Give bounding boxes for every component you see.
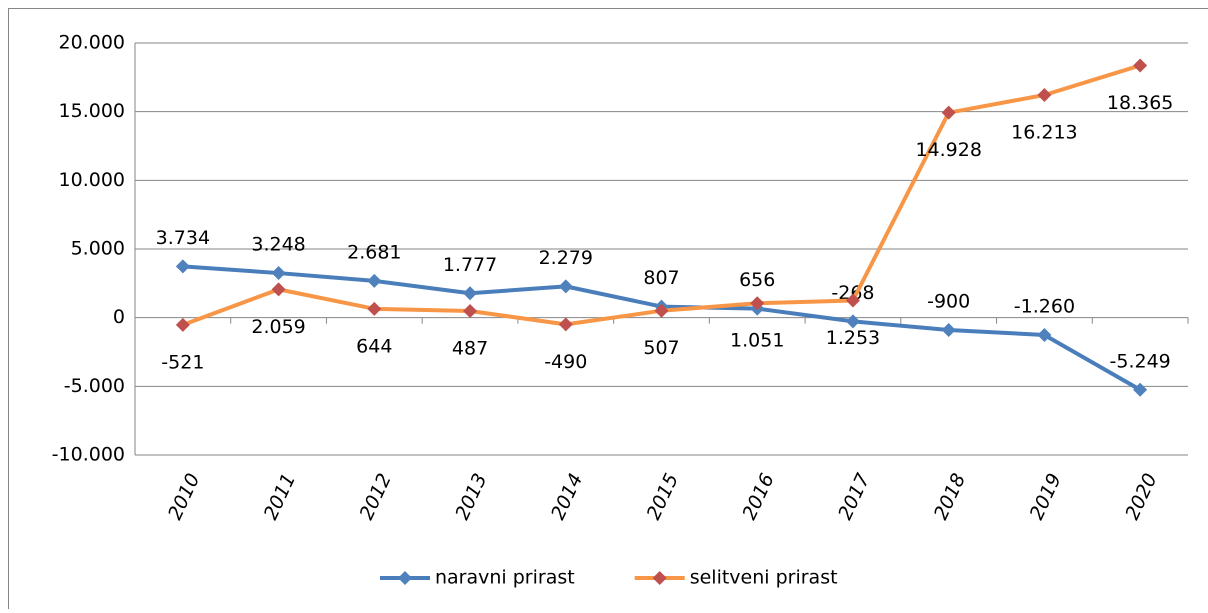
data-label: 3.248 [251, 234, 305, 256]
data-label: -1.260 [1014, 295, 1075, 317]
data-label: 2.279 [539, 247, 593, 269]
data-label: 1.051 [730, 330, 784, 352]
legend-label: selitveni prirast [690, 567, 838, 589]
data-label: 3.734 [156, 227, 210, 249]
data-label: 644 [356, 335, 392, 357]
y-tick-label: 0 [113, 306, 125, 328]
data-label: 807 [643, 267, 679, 289]
y-tick-label: -10.000 [52, 444, 125, 466]
data-label: 1.253 [826, 327, 880, 349]
data-label: 14.928 [915, 139, 981, 161]
data-label: 18.365 [1107, 92, 1173, 114]
data-label: 487 [452, 337, 488, 359]
data-label: 1.777 [443, 254, 497, 276]
data-label: 16.213 [1011, 122, 1077, 144]
y-tick-label: 10.000 [59, 169, 125, 191]
data-label: 507 [643, 337, 679, 359]
data-label: 2.681 [347, 241, 401, 263]
legend-label: naravni prirast [435, 567, 575, 589]
y-tick-label: 5.000 [71, 238, 125, 260]
data-label: -900 [927, 291, 970, 313]
data-label: 2.059 [251, 316, 305, 338]
y-tick-label: -5.000 [64, 375, 125, 397]
y-tick-label: 15.000 [59, 100, 125, 122]
y-tick-label: 20.000 [59, 32, 125, 54]
data-label: -521 [161, 351, 204, 373]
data-label: -490 [544, 351, 587, 373]
data-label: 656 [739, 269, 775, 291]
data-label: -5.249 [1110, 350, 1171, 372]
